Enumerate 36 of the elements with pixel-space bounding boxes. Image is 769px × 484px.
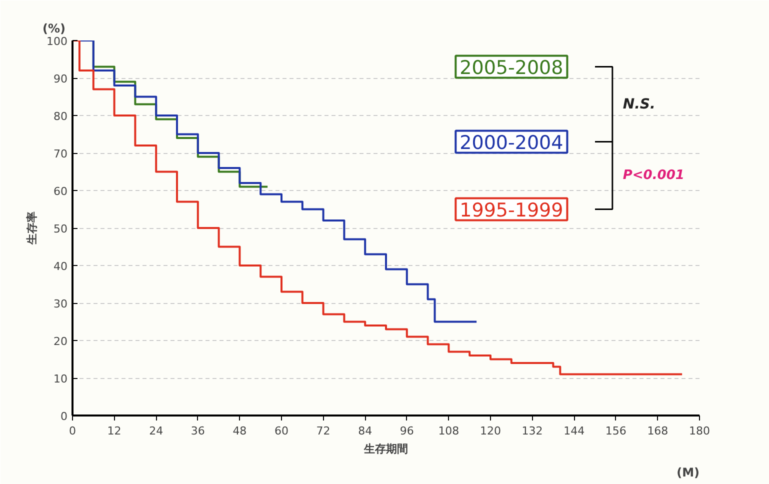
x-tick-label: 132 [522, 424, 543, 438]
x-axis-title: 生存期間 [363, 442, 408, 456]
x-tick-label: 0 [69, 424, 76, 438]
annotation: P<0.001 [622, 168, 684, 183]
x-tick-label: 72 [316, 424, 330, 438]
y-axis-title: 生存率 [26, 212, 39, 246]
x-tick-label: 168 [647, 424, 668, 438]
y-tick-label: 50 [54, 222, 68, 236]
x-tick-label: 180 [689, 424, 710, 438]
x-tick-label: 156 [605, 424, 626, 438]
x-tick-label: 60 [274, 424, 288, 438]
annotation: N.S. [622, 96, 656, 112]
x-tick-label: 96 [400, 424, 414, 438]
y-tick-label: 100 [46, 35, 68, 48]
y-tick-label: 40 [54, 260, 68, 273]
text: 2000-2004 [460, 132, 564, 154]
y-tick-label: 80 [54, 110, 68, 123]
text: 1995-1999 [460, 199, 564, 222]
y-tick-label: 10 [54, 372, 68, 386]
x-tick-label: 108 [438, 424, 460, 438]
x-tick-label: 48 [232, 424, 247, 438]
x-tick-label: 24 [149, 424, 164, 438]
x-tick-label: 12 [107, 424, 122, 438]
x-tick-label: 36 [190, 424, 205, 438]
x-tick-label: 144 [564, 424, 585, 438]
y-tick-label: 30 [54, 298, 68, 310]
y-tick-label: 20 [54, 335, 68, 348]
y-tick-label: 60 [54, 185, 68, 198]
text: (M) [676, 466, 700, 480]
text: 2005-2008 [460, 56, 564, 79]
y-tick-label: 0 [60, 410, 68, 423]
y-tick-label: 70 [54, 148, 68, 160]
y-tick-label: 90 [54, 72, 68, 86]
x-tick-label: 120 [480, 424, 501, 438]
text: (%) [42, 22, 66, 36]
x-tick-label: 84 [358, 424, 372, 438]
